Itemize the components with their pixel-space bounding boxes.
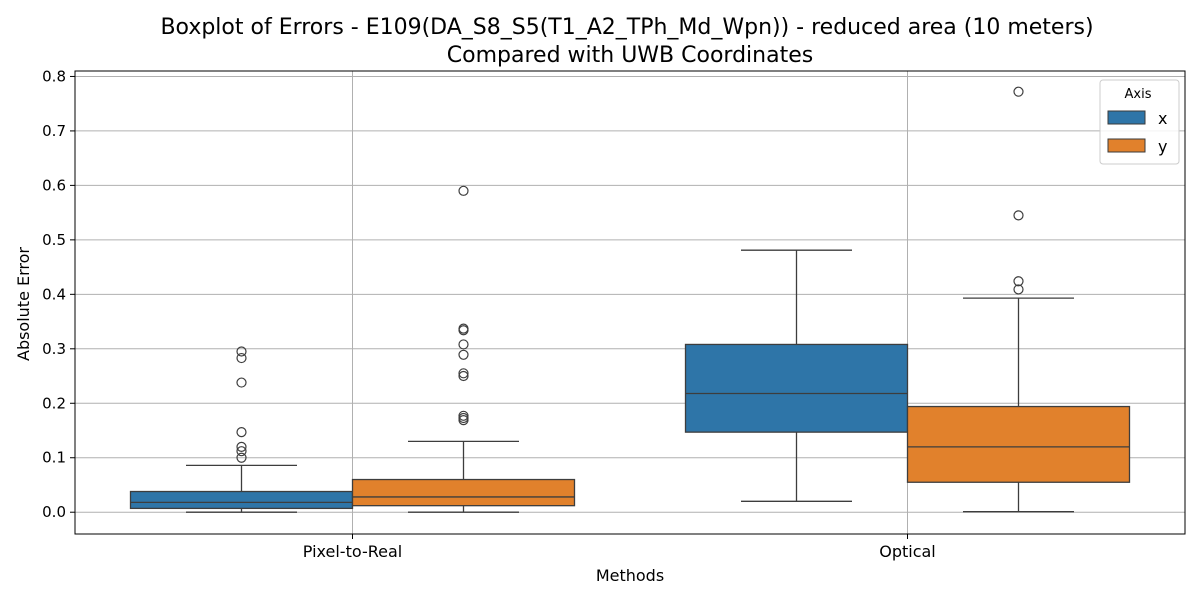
outlier-point [458,339,469,350]
box-x-optical [684,249,909,502]
outlier-point [458,412,469,424]
legend-title: Axis [1125,87,1152,102]
y-tick-label: 0.3 [42,340,66,358]
y-tick-label: 0.2 [42,394,66,412]
outlier-point [236,346,247,357]
box-iqr [684,343,909,433]
outlier-point [1013,210,1024,221]
y-tick-label: 0.4 [42,285,66,303]
legend: Axis x y [1099,79,1180,165]
box-groups [129,86,1131,513]
outlier-point [236,427,247,438]
outlier-point [236,352,247,364]
y-tick-label: 0.5 [42,231,66,249]
chart-title: Boxplot of Errors - E109(DA_S8_S5(T1_A2_… [160,15,1093,40]
box-y-pixel-to-real [351,185,576,513]
outlier-point [1013,86,1024,97]
outlier-point [1013,276,1024,287]
outlier-point [236,446,247,457]
box-iqr [351,478,576,507]
box-x-pixel-to-real [129,346,354,513]
x-axis-label: Methods [596,566,664,585]
legend-swatch-y [1107,138,1146,153]
box-iqr [129,490,354,510]
y-axis-ticks: 0.0 0.1 0.2 0.3 0.4 0.5 0.6 0.7 0.8 [42,67,75,521]
outlier-point [1013,284,1024,295]
x-tick-label: Pixel-to-Real [303,542,402,561]
outlier-point [236,441,247,452]
x-axis-ticks: Pixel-to-Real Optical [303,534,936,561]
legend-label-y: y [1158,137,1167,156]
outlier-point [458,325,469,336]
legend-label-x: x [1158,109,1167,128]
y-tick-label: 0.0 [42,503,66,521]
outlier-point [458,370,469,382]
outlier-point [458,368,469,379]
outlier-point [458,349,469,360]
y-axis-label: Absolute Error [14,247,33,361]
chart-subtitle: Compared with UWB Coordinates [447,43,813,68]
y-tick-label: 0.8 [42,67,66,85]
y-tick-label: 0.1 [42,449,66,467]
outlier-point [458,185,469,196]
legend-swatch-x [1107,110,1146,125]
box-iqr [906,405,1131,483]
outlier-point [236,452,247,463]
outlier-point [236,377,247,388]
box-y-optical [906,86,1131,513]
grid-lines [75,71,1185,534]
outlier-point [458,415,469,426]
y-tick-label: 0.6 [42,176,66,194]
y-tick-label: 0.7 [42,122,66,140]
plot-frame [74,70,1186,535]
x-tick-label: Optical [879,542,936,561]
